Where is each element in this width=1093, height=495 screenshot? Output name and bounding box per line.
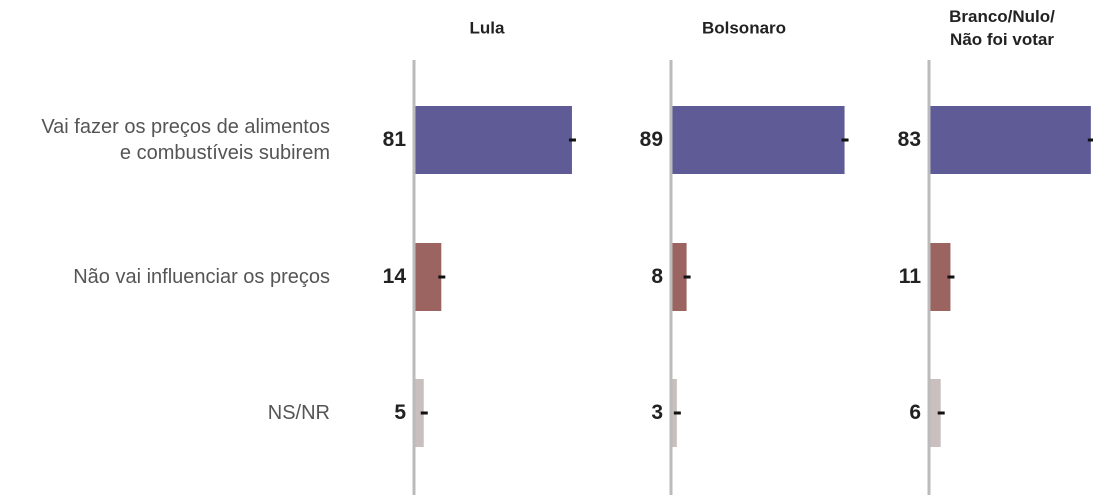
bar (671, 106, 845, 174)
bar (414, 106, 572, 174)
panel-title: Branco/Nulo/ Não foi votar (949, 7, 1055, 49)
bar (414, 379, 424, 447)
value-label: 83 (897, 128, 921, 151)
value-label: 14 (382, 265, 406, 288)
bar (671, 243, 687, 311)
bar (414, 243, 442, 311)
category-label: Não vai influenciar os preços (73, 266, 330, 288)
value-label: 81 (382, 128, 406, 151)
bar (929, 106, 1091, 174)
bar (929, 243, 951, 311)
panel-title: Bolsonaro (701, 18, 787, 38)
value-label: 3 (651, 401, 663, 424)
value-label: 6 (909, 401, 921, 424)
value-label: 5 (394, 401, 406, 424)
panel-title: Lula (469, 18, 505, 38)
value-label: 89 (639, 128, 663, 151)
bar (929, 379, 941, 447)
category-label: NS/NR (267, 402, 330, 424)
value-label: 11 (898, 265, 921, 288)
value-label: 8 (651, 265, 663, 288)
category-label: Vai fazer os preços de alimentos e combu… (41, 116, 330, 164)
